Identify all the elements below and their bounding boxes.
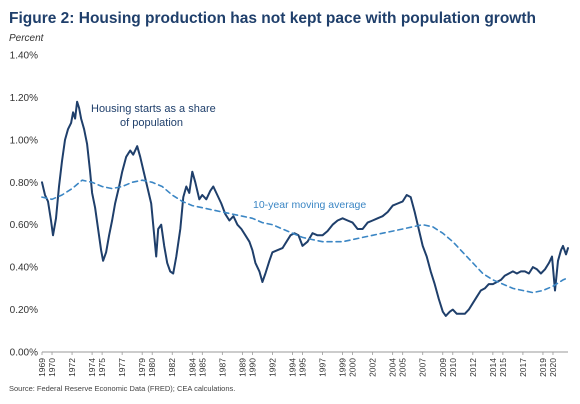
- x-tick-label: 1977: [117, 358, 127, 377]
- x-tick-label: 2012: [468, 358, 478, 377]
- x-tick-label: 2000: [348, 358, 358, 377]
- y-tick-label: 0.60%: [10, 220, 38, 231]
- x-tick-label: 1992: [267, 358, 277, 377]
- x-tick-label: 1969: [37, 358, 47, 377]
- housing-starts-annotation: Housing starts as a share of population: [91, 103, 216, 129]
- x-tick-label: 1987: [217, 358, 227, 377]
- annotations: Housing starts as a share of population 10…: [91, 103, 366, 211]
- x-tick-label: 1999: [338, 358, 348, 377]
- x-tick-label: 2005: [398, 358, 408, 377]
- x-tick-label: 2010: [448, 358, 458, 377]
- x-tick-label: 1980: [147, 358, 157, 377]
- y-tick-label: 1.00%: [10, 135, 38, 146]
- x-tick-label: 2004: [388, 358, 398, 377]
- x-tick-label: 2020: [548, 358, 558, 377]
- y-axis-ticks: 0.00% 0.20% 0.40% 0.60% 0.80% 1.00% 1.20% 1.40%: [10, 51, 38, 359]
- x-tick-label: 2019: [538, 358, 548, 377]
- y-tick-label: 0.40%: [10, 263, 38, 274]
- x-tick-label: 1985: [197, 358, 207, 377]
- x-tick-label: 1990: [247, 358, 257, 377]
- moving-average-line: [41, 179, 569, 294]
- x-tick-label: 1997: [318, 358, 328, 377]
- x-tick-label: 2015: [498, 358, 508, 377]
- x-tick-label: 1975: [97, 358, 107, 377]
- x-tick-label: 1972: [67, 358, 77, 377]
- x-tick-label: 2017: [518, 358, 528, 377]
- x-tick-label: 1974: [87, 358, 97, 377]
- x-tick-label: 1995: [297, 358, 307, 377]
- series-group: [41, 100, 569, 317]
- y-tick-label: 1.20%: [10, 93, 38, 104]
- chart-title: Figure 2: Housing production has not kep…: [9, 10, 536, 27]
- x-tick-label: 1989: [237, 358, 247, 377]
- x-tick-label: 1979: [137, 358, 147, 377]
- moving-average-annotation: 10-year moving average: [253, 199, 366, 211]
- y-tick-label: 1.40%: [10, 51, 38, 62]
- y-tick-label: 0.00%: [10, 348, 38, 359]
- x-tick-label: 1970: [47, 358, 57, 377]
- x-tick-label: 2002: [368, 358, 378, 377]
- y-tick-label: 0.80%: [10, 178, 38, 189]
- y-unit-label: Percent: [9, 33, 44, 44]
- x-tick-label: 2007: [418, 358, 428, 377]
- housing-starts-line: [41, 100, 569, 317]
- x-tick-label: 1982: [167, 358, 177, 377]
- x-tick-label: 1984: [187, 358, 197, 377]
- x-axis: 1969 1970 1972 1974 1975 1977 1979 1980 1982 1984…: [37, 351, 568, 377]
- source-note: Source: Federal Reserve Economic Data (F…: [9, 384, 236, 393]
- y-tick-label: 0.20%: [10, 305, 38, 316]
- x-tick-label: 2014: [488, 358, 498, 377]
- x-tick-label: 1994: [287, 358, 297, 377]
- x-tick-label: 2009: [438, 358, 448, 377]
